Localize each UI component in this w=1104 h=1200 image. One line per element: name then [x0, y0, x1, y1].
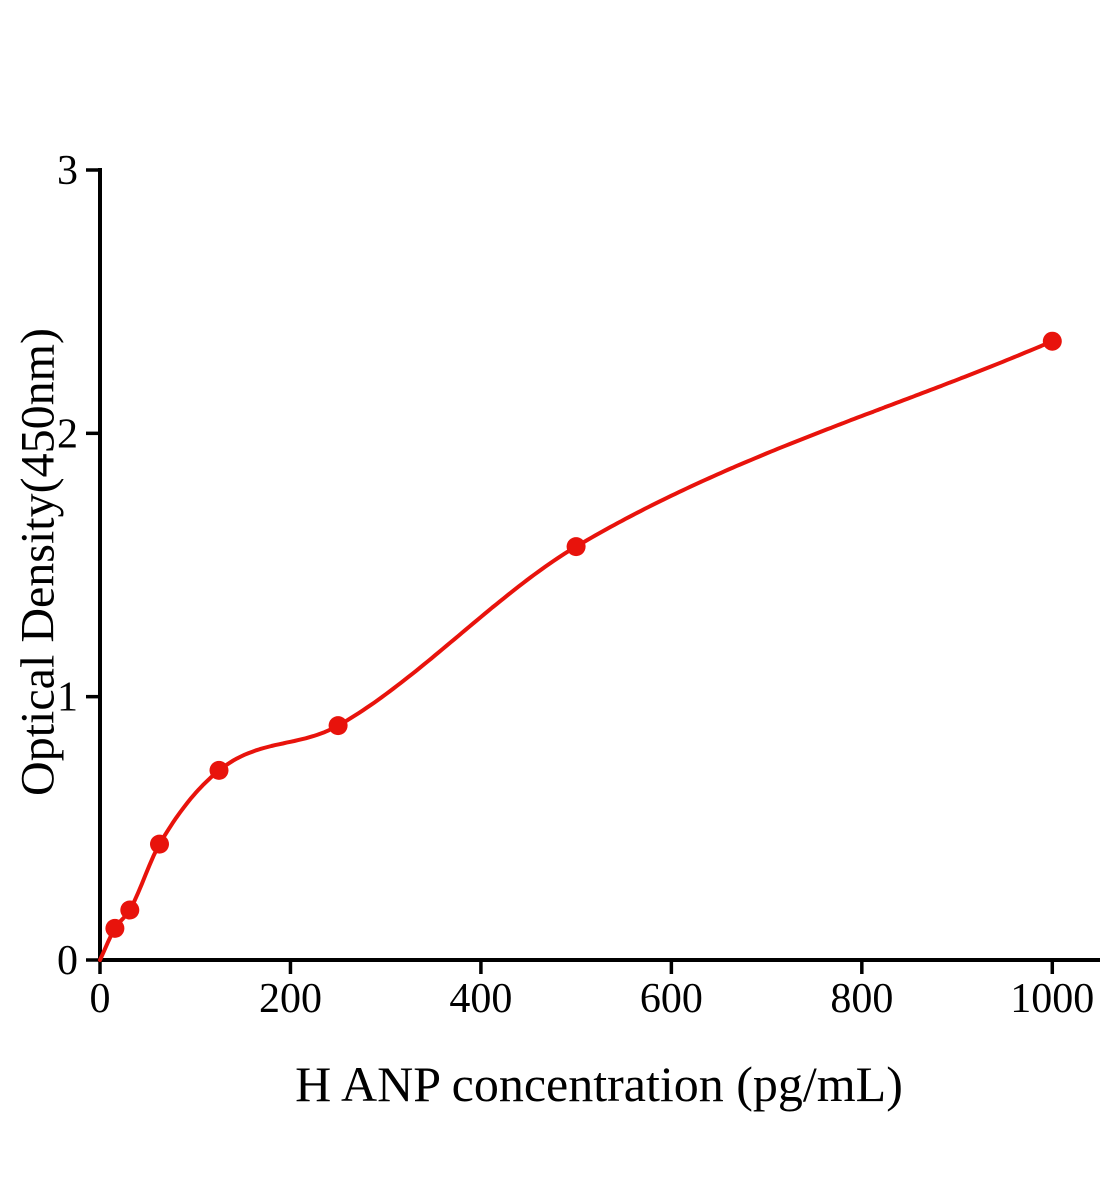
data-point	[120, 900, 140, 920]
x-tick-label: 200	[259, 976, 322, 1022]
x-tick-label: 600	[640, 976, 703, 1022]
y-tick-label: 1	[57, 675, 78, 721]
y-axis-title: Optical Density(450nm)	[11, 328, 65, 796]
fit-curve	[98, 339, 1055, 962]
y-tick-label: 2	[57, 411, 78, 457]
x-axis-title: H ANP concentration (pg/mL)	[295, 1056, 903, 1112]
data-point	[105, 918, 125, 938]
data-point	[328, 716, 348, 736]
data-point	[209, 760, 229, 780]
y-tick-label: 3	[57, 148, 78, 194]
data-point	[150, 834, 169, 854]
x-tick-label: 1000	[1010, 976, 1094, 1022]
x-tick-label: 800	[830, 976, 893, 1022]
data-point	[566, 537, 586, 557]
axis-lines	[98, 168, 1100, 962]
x-tick-label: 400	[449, 976, 512, 1022]
x-tick-label: 0	[90, 976, 111, 1022]
y-tick-label: 0	[57, 938, 78, 984]
data-point	[1042, 331, 1062, 351]
